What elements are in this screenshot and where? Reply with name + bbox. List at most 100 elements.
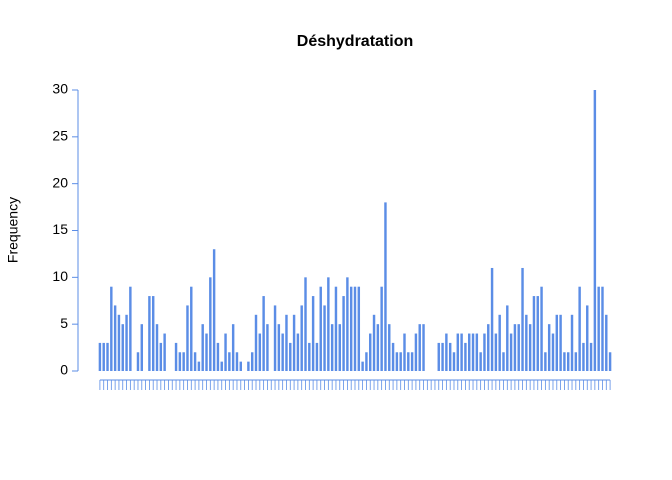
y-tick-label: 25 xyxy=(52,128,68,144)
bar xyxy=(521,267,524,371)
bar xyxy=(121,324,124,371)
bar xyxy=(285,314,288,371)
bar xyxy=(582,342,585,371)
bar xyxy=(98,342,102,371)
bar xyxy=(445,333,448,371)
bar xyxy=(369,333,372,371)
bar xyxy=(589,342,593,371)
bar xyxy=(468,333,471,371)
bar xyxy=(399,352,402,371)
bar xyxy=(388,324,391,371)
bar xyxy=(349,286,353,371)
bar xyxy=(570,314,574,371)
bar xyxy=(498,314,501,371)
bar xyxy=(212,249,216,371)
bar xyxy=(163,333,166,371)
bar xyxy=(258,333,262,371)
bar xyxy=(186,305,189,371)
bar xyxy=(209,277,212,371)
bar xyxy=(376,324,380,371)
bar xyxy=(452,352,456,371)
bar xyxy=(178,352,182,371)
bar xyxy=(239,361,242,371)
bar xyxy=(483,333,486,371)
bar xyxy=(407,352,410,371)
bar xyxy=(441,342,444,371)
bar xyxy=(372,314,376,371)
bar xyxy=(216,342,220,371)
bar xyxy=(540,286,543,371)
bar xyxy=(391,342,395,371)
bar xyxy=(254,314,258,371)
bar xyxy=(224,333,227,371)
bar xyxy=(410,352,414,371)
bar xyxy=(456,333,460,371)
bar xyxy=(151,296,155,371)
bar xyxy=(448,342,452,371)
bar xyxy=(578,286,581,371)
bar xyxy=(148,296,151,371)
bar xyxy=(471,333,475,371)
y-tick-label: 10 xyxy=(52,268,68,284)
y-tick-label: 30 xyxy=(52,81,68,97)
bar xyxy=(315,342,319,371)
y-tick-label: 0 xyxy=(60,362,68,378)
bar xyxy=(159,342,163,371)
bar xyxy=(422,324,425,371)
bar xyxy=(544,352,547,371)
y-axis-label: Frequency xyxy=(5,197,21,263)
bar xyxy=(125,314,128,371)
bar xyxy=(117,314,121,371)
bar xyxy=(403,333,406,371)
bar xyxy=(262,296,265,371)
bar xyxy=(129,286,132,371)
bar xyxy=(228,352,231,371)
bar xyxy=(563,352,566,371)
bar xyxy=(353,286,357,371)
bar xyxy=(475,333,479,371)
bar xyxy=(506,305,509,371)
bar xyxy=(266,324,269,371)
bar xyxy=(330,324,334,371)
bar xyxy=(608,352,612,371)
bar xyxy=(380,286,383,371)
bar xyxy=(536,296,539,371)
bar xyxy=(205,333,208,371)
bar xyxy=(528,324,532,371)
y-tick-label: 20 xyxy=(52,174,68,190)
bar xyxy=(601,286,604,371)
bar xyxy=(323,305,326,371)
bar xyxy=(174,342,178,371)
bar xyxy=(277,324,281,371)
bar xyxy=(319,286,322,371)
bar xyxy=(414,333,418,371)
bar xyxy=(155,324,159,371)
bar xyxy=(460,333,463,371)
bar xyxy=(559,314,562,371)
bar xyxy=(479,352,482,371)
bar xyxy=(136,352,140,371)
bar xyxy=(342,296,345,371)
bar xyxy=(490,267,494,371)
y-tick-label: 15 xyxy=(52,221,68,237)
bar xyxy=(247,361,250,371)
bar xyxy=(586,305,589,371)
bar xyxy=(197,361,201,371)
bar xyxy=(502,352,505,371)
y-tick-label: 5 xyxy=(60,315,68,331)
chart-title: Déshydratation xyxy=(297,33,413,50)
bar xyxy=(513,324,517,371)
bar xyxy=(487,324,490,371)
bar xyxy=(384,202,387,371)
bar xyxy=(551,333,555,371)
bar xyxy=(593,90,597,371)
bar xyxy=(365,352,368,371)
bar xyxy=(605,314,608,371)
bar xyxy=(113,305,117,371)
bar xyxy=(361,361,364,371)
bar xyxy=(281,333,284,371)
bar xyxy=(300,305,303,371)
bar xyxy=(201,324,204,371)
bar xyxy=(220,361,223,371)
